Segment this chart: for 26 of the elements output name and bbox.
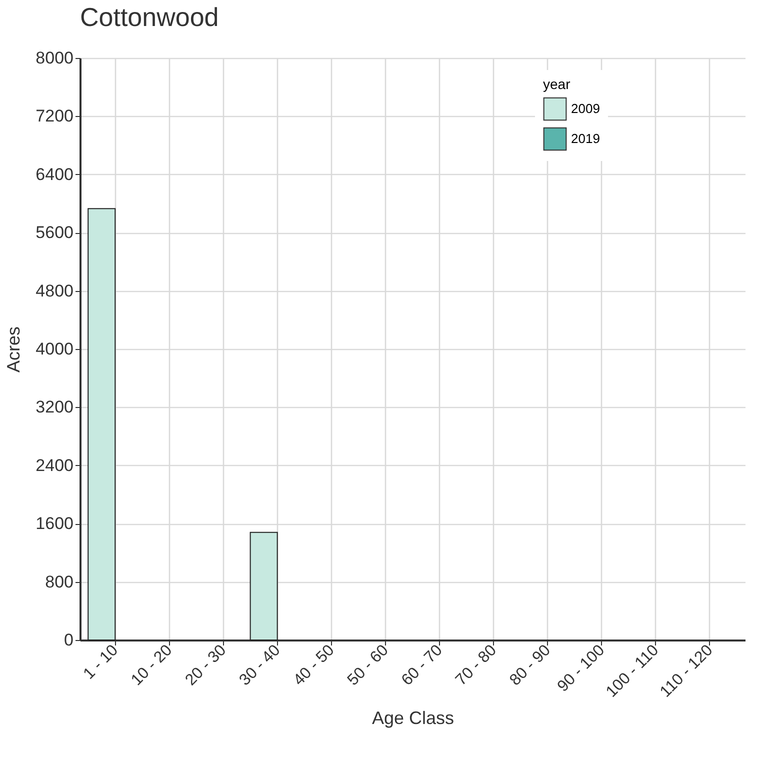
x-tick-label: 1 - 10 — [80, 642, 122, 683]
legend-label: 2019 — [571, 131, 600, 146]
x-tick-label: 30 - 40 — [236, 642, 284, 690]
x-tick-label: 20 - 30 — [182, 642, 230, 690]
x-tick-label: 80 - 90 — [506, 642, 554, 690]
y-axis-title: Acres — [4, 326, 24, 373]
y-tick-label: 3200 — [36, 398, 74, 417]
y-tick-label: 7200 — [36, 106, 74, 126]
x-tick-label: 40 - 50 — [290, 642, 338, 690]
legend-label: 2009 — [571, 101, 600, 116]
legend-title: year — [543, 76, 571, 92]
x-tick-label: 70 - 80 — [452, 642, 500, 690]
x-tick-label: 50 - 60 — [344, 642, 392, 690]
y-tick-label: 6400 — [36, 164, 74, 184]
y-tick-label: 5600 — [36, 223, 74, 242]
y-tick-label: 4800 — [36, 281, 74, 300]
chart-title: Cottonwood — [80, 2, 219, 32]
x-tick-label: 60 - 70 — [398, 642, 446, 690]
x-axis-title: Age Class — [372, 708, 454, 728]
y-tick-label: 1600 — [36, 514, 74, 534]
y-tick-label: 2400 — [36, 456, 74, 475]
x-tick-label: 10 - 20 — [128, 642, 176, 690]
y-tick-label: 8000 — [36, 48, 74, 68]
y-tick-label: 800 — [45, 572, 74, 592]
y-tick-label: 4000 — [36, 340, 74, 358]
y-tick-label: 0 — [64, 630, 74, 650]
